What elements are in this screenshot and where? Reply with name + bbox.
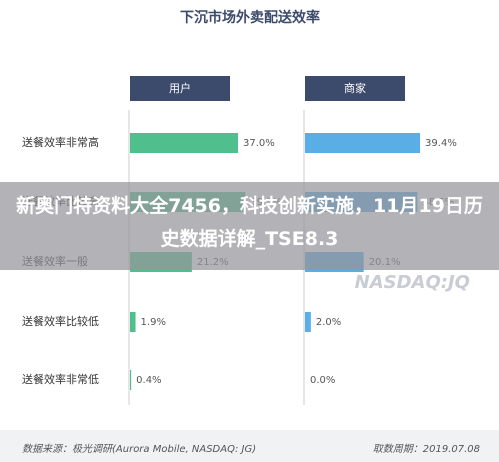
- legend-label: 商家: [344, 81, 366, 95]
- value-label: 0.4%: [136, 375, 161, 386]
- value-label: 37.0%: [243, 138, 275, 149]
- value-label: 1.9%: [141, 317, 166, 328]
- footer: [0, 430, 499, 462]
- chart-title: 下沉市场外卖配送效率: [180, 9, 320, 26]
- panel-header: [305, 76, 405, 101]
- category-label: 送餐效率非常低: [22, 372, 99, 386]
- bar: [130, 312, 136, 332]
- watermark: NASDAQ:JQ: [355, 272, 470, 293]
- bar: [305, 133, 421, 153]
- bar: [130, 133, 239, 153]
- panel-header: [130, 76, 230, 101]
- banner-text: 新奥门特资料大全7456，科技创新实施，11月19日历史数据详解_TSE8.3: [16, 195, 483, 250]
- legend-label: 用户: [169, 81, 191, 95]
- value-label: 2.0%: [316, 317, 341, 328]
- bar: [305, 312, 311, 332]
- period: 取数周期：2019.07.08: [373, 443, 480, 455]
- bar: [130, 370, 132, 390]
- banner: [0, 182, 499, 270]
- category-label: 送餐效率非常高: [22, 135, 99, 149]
- value-label: 0.0%: [310, 375, 335, 386]
- value-label: 39.4%: [425, 138, 457, 149]
- banner-text-box: 新奥门特资料大全7456，科技创新实施，11月19日历史数据详解_TSE8.3: [16, 195, 483, 250]
- source: 数据来源：极光调研(Aurora Mobile, NASDAQ: JG): [22, 443, 256, 455]
- category-label: 送餐效率比较低: [22, 314, 99, 328]
